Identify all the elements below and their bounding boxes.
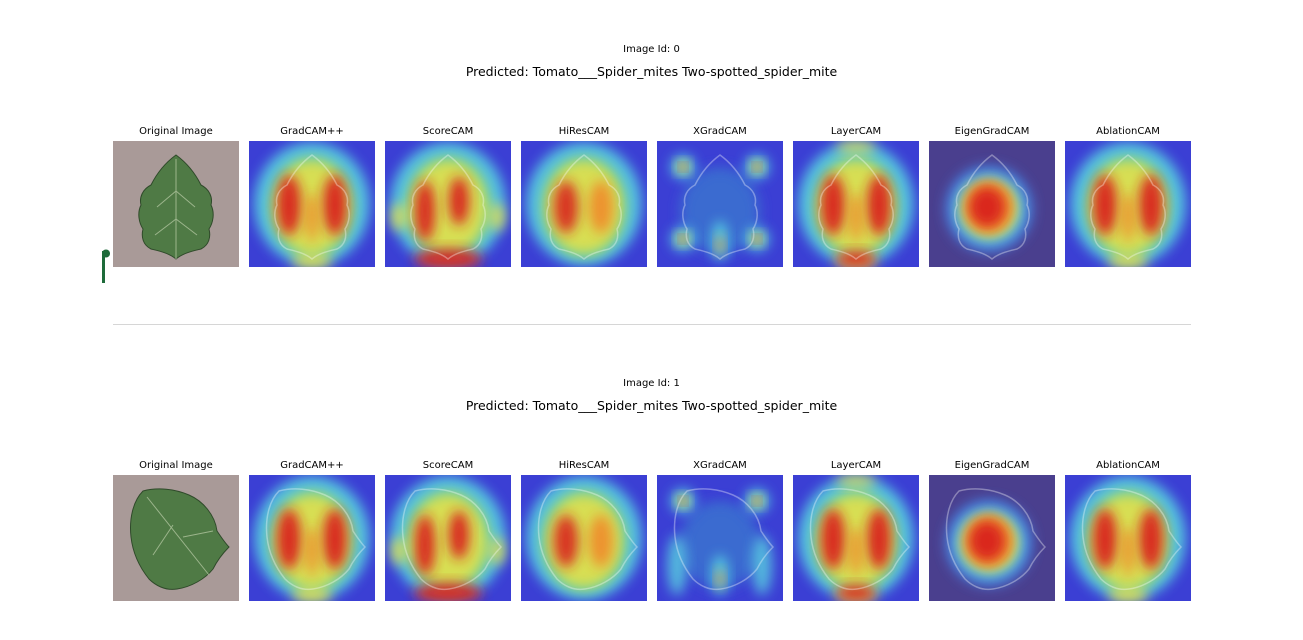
panel-layercam: LayerCAM	[793, 460, 919, 601]
panel-ablationcam: AblationCAM	[1065, 460, 1191, 601]
panel-gradcam: GradCAM++	[249, 460, 375, 601]
panel-title: GradCAM++	[280, 460, 344, 471]
heatmap-overlay-icon	[385, 475, 511, 601]
panel-title: XGradCAM	[693, 460, 747, 471]
heatmap-overlay-icon	[521, 475, 647, 601]
heatmap-overlay-icon	[521, 141, 647, 267]
leaf-image-icon	[113, 475, 239, 601]
heatmap-overlay-icon	[385, 141, 511, 267]
heatmap-overlay-icon	[793, 141, 919, 267]
panel-scorecam: ScoreCAM	[385, 460, 511, 601]
row-divider	[113, 324, 1191, 325]
panel-layercam: LayerCAM	[793, 126, 919, 267]
panel-eigengradcam: EigenGradCAM	[929, 460, 1055, 601]
slider-handle-icon[interactable]	[101, 249, 111, 283]
panel-gradcam: GradCAM++	[249, 126, 375, 267]
panel-ablationcam: AblationCAM	[1065, 126, 1191, 267]
panel-title: AblationCAM	[1096, 460, 1160, 471]
predicted-label: Predicted: Tomato___Spider_mites Two-spo…	[465, 398, 838, 413]
panel-title: EigenGradCAM	[954, 126, 1030, 137]
panel-original-image: Original Image	[113, 460, 239, 601]
panel-title: EigenGradCAM	[954, 460, 1030, 471]
heatmap-overlay-icon	[657, 475, 783, 601]
panel-hirescam: HiResCAM	[521, 460, 647, 601]
heatmap-overlay-icon	[929, 141, 1055, 267]
heatmap-overlay-icon	[793, 475, 919, 601]
heatmap-overlay-icon	[1065, 475, 1191, 601]
image-id-label: Image Id: 0	[623, 44, 680, 55]
image-id-label: Image Id: 1	[623, 378, 680, 389]
panel-title: LayerCAM	[830, 126, 882, 137]
panel-title: ScoreCAM	[422, 460, 474, 471]
panel-title: AblationCAM	[1096, 126, 1160, 137]
heatmap-overlay-icon	[1065, 141, 1191, 267]
panel-title: Original Image	[139, 460, 213, 471]
panel-title: LayerCAM	[830, 460, 882, 471]
leaf-image-icon	[113, 141, 239, 267]
panel-title: XGradCAM	[693, 126, 747, 137]
heatmap-overlay-icon	[249, 475, 375, 601]
panel-title: Original Image	[139, 126, 213, 137]
heatmap-overlay-icon	[249, 141, 375, 267]
panel-hirescam: HiResCAM	[521, 126, 647, 267]
panel-title: HiResCAM	[558, 460, 610, 471]
panel-title: ScoreCAM	[422, 126, 474, 137]
heatmap-overlay-icon	[929, 475, 1055, 601]
panel-xgradcam: XGradCAM	[657, 460, 783, 601]
panel-title: HiResCAM	[558, 126, 610, 137]
predicted-label: Predicted: Tomato___Spider_mites Two-spo…	[465, 64, 838, 79]
panel-scorecam: ScoreCAM	[385, 126, 511, 267]
panel-title: GradCAM++	[280, 126, 344, 137]
panel-original-image: Original Image	[113, 126, 239, 267]
heatmap-overlay-icon	[657, 141, 783, 267]
panel-eigengradcam: EigenGradCAM	[929, 126, 1055, 267]
panel-xgradcam: XGradCAM	[657, 126, 783, 267]
